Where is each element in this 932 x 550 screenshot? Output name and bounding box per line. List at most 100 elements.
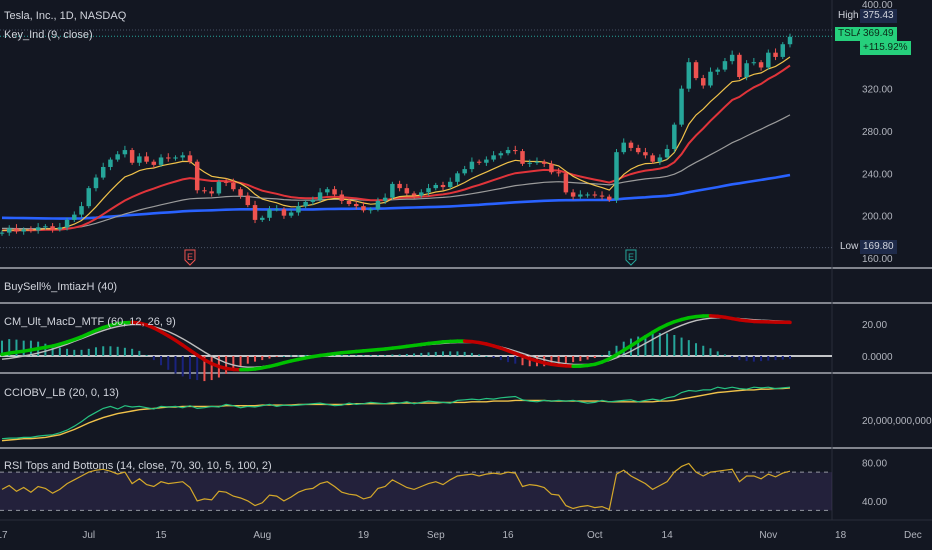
macd-histogram-bar <box>601 354 604 356</box>
candle <box>693 62 699 79</box>
macd-histogram-bar <box>593 356 596 359</box>
macd-histogram-bar <box>340 354 343 356</box>
candle <box>657 157 663 162</box>
candle <box>303 201 308 207</box>
candle <box>556 172 561 174</box>
macd-histogram-bar <box>22 340 25 356</box>
rsi-axis-tick: 40.00 <box>862 497 887 508</box>
macd-histogram-bar <box>507 356 510 363</box>
macd-histogram-bar <box>369 354 372 356</box>
candle <box>520 151 525 164</box>
indicator-rsi-title[interactable]: RSI Tops and Bottoms (14, close, 70, 30,… <box>4 460 272 472</box>
candle <box>411 193 417 196</box>
macd-histogram-bar <box>557 356 560 365</box>
candle <box>194 161 200 191</box>
earnings-2-label: E <box>628 252 634 262</box>
price-axis-tick: 200.00 <box>862 212 893 223</box>
candle <box>433 184 439 189</box>
candle <box>245 195 251 206</box>
candle <box>43 226 48 228</box>
macd-histogram-bar <box>123 347 126 356</box>
candle <box>404 188 410 194</box>
macd-histogram-bar <box>66 348 69 356</box>
macd-histogram-bar <box>760 356 763 362</box>
macd-histogram-bar <box>80 349 83 356</box>
candle <box>361 206 366 211</box>
candle <box>166 157 171 159</box>
candle <box>137 156 142 163</box>
candle <box>541 161 547 164</box>
indicator-macd-title[interactable]: CM_Ult_MacD_MTF (60, 12, 26, 9) <box>4 316 176 328</box>
macd-histogram-bar <box>275 356 278 358</box>
candle <box>419 192 424 196</box>
time-axis-tick: Nov <box>759 530 777 541</box>
macd-histogram-bar <box>203 356 206 382</box>
macd-histogram-bar <box>752 356 755 362</box>
macd-histogram-bar <box>355 354 358 356</box>
macd-histogram-bar <box>615 345 618 356</box>
macd-axis-tick: 20.00 <box>862 320 887 331</box>
macd-histogram-bar <box>637 336 640 356</box>
indicator-key-ind-title[interactable]: Key_Ind (9, close) <box>4 29 93 41</box>
time-axis-tick: 15 <box>155 530 167 541</box>
macd-histogram-bar <box>499 356 502 361</box>
candle <box>643 152 648 156</box>
candle <box>549 163 554 173</box>
candle <box>296 206 301 213</box>
candle <box>599 195 605 197</box>
macd-histogram-bar <box>702 345 705 356</box>
indicator-cciobv-title[interactable]: CCIOBV_LB (20, 0, 13) <box>4 387 119 399</box>
candle <box>6 228 12 233</box>
macd-histogram-bar <box>116 346 119 356</box>
candle <box>100 166 106 178</box>
macd-histogram-bar <box>160 356 163 366</box>
macd-histogram-bar <box>420 352 423 356</box>
candle <box>722 61 728 70</box>
time-axis-tick: 18 <box>835 530 847 541</box>
candle <box>592 194 598 196</box>
candle <box>72 214 77 220</box>
candle <box>780 44 786 57</box>
candle <box>238 189 243 196</box>
price-axis-tick: 160.00 <box>862 254 893 265</box>
candle <box>751 62 757 64</box>
indicator-buysell-title[interactable]: BuySell%_ImtiazH (40) <box>4 281 118 293</box>
candle <box>527 162 532 164</box>
cciobv-axis-tick: 20,000,000,000.00 <box>862 416 932 427</box>
candle <box>773 52 778 57</box>
candle <box>686 62 692 89</box>
macd-histogram-bar <box>102 346 105 356</box>
macd-histogram-bar <box>333 354 336 356</box>
ema-long-line <box>1 173 791 220</box>
low-label: Low <box>837 240 862 254</box>
candle <box>650 155 655 162</box>
macd-histogram-bar <box>781 356 784 360</box>
macd-histogram-bar <box>463 351 466 356</box>
time-axis-tick: 14 <box>662 530 674 541</box>
time-axis-tick: Jul <box>82 530 95 541</box>
candle <box>729 54 735 62</box>
candle <box>281 209 287 216</box>
macd-axis-tick: 0.0000 <box>862 352 893 363</box>
candle <box>173 157 178 159</box>
earnings-2-marker <box>625 249 637 266</box>
macd-histogram-bar <box>261 356 264 361</box>
candle <box>498 153 504 156</box>
candle <box>585 194 590 196</box>
candle <box>86 188 91 207</box>
macd-histogram-bar <box>723 354 726 356</box>
macd-histogram-bar <box>550 356 553 366</box>
candle <box>462 169 467 174</box>
candle <box>614 152 619 200</box>
candle <box>325 189 330 193</box>
candle <box>223 181 229 183</box>
ema-mid-line <box>1 64 791 232</box>
macd-histogram-bar <box>695 343 698 356</box>
macd-histogram-bar <box>297 355 300 357</box>
candle <box>79 206 84 215</box>
candle <box>744 63 749 78</box>
candle <box>737 54 742 78</box>
time-axis-tick: Aug <box>253 530 271 541</box>
candle <box>50 226 55 230</box>
